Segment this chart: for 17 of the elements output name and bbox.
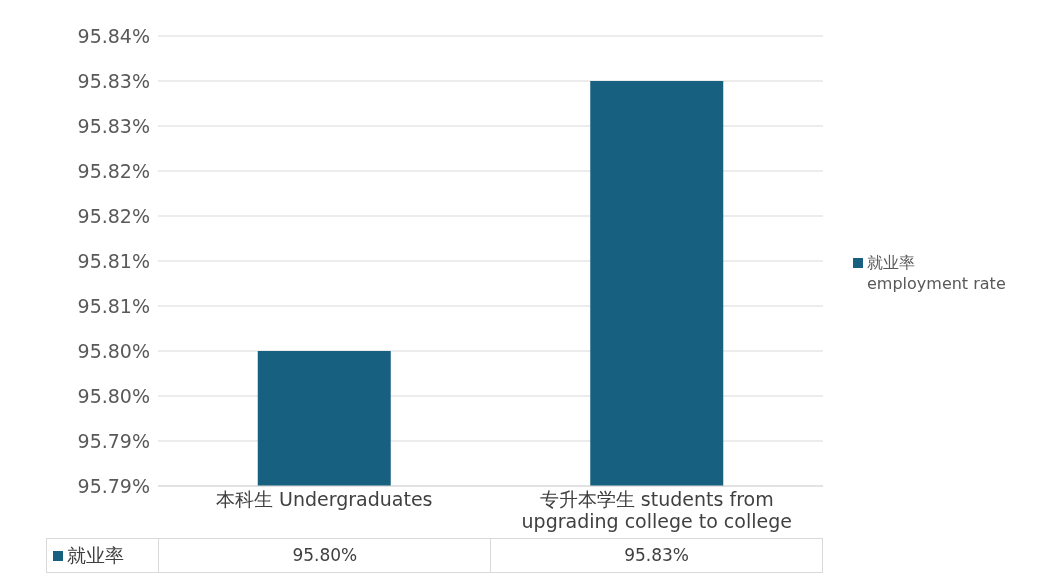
y-tick-label: 95.84% [77, 24, 150, 47]
y-tick-label: 95.81% [77, 294, 150, 317]
y-tick-label: 95.83% [77, 69, 150, 92]
y-tick-label: 95.80% [77, 339, 150, 362]
data-label: 95.80% [159, 539, 492, 572]
y-tick-label: 95.80% [77, 384, 150, 407]
x-tick-label: 本科生 Undergraduates [215, 488, 434, 510]
x-tick-label: 专升本学生 students from upgrading college to college [520, 488, 793, 532]
y-tick-label: 95.79% [77, 474, 150, 497]
y-tick-label: 95.83% [77, 114, 150, 137]
y-tick-label: 95.82% [77, 159, 150, 182]
legend-label: 就业率 employment rate [867, 253, 1006, 293]
y-tick-label: 95.81% [77, 249, 150, 272]
y-tick-label: 95.82% [77, 204, 150, 227]
data-label: 95.83% [623, 544, 690, 567]
text: 就业率 [47, 539, 160, 572]
y-tick-label: 95.79% [77, 429, 150, 452]
